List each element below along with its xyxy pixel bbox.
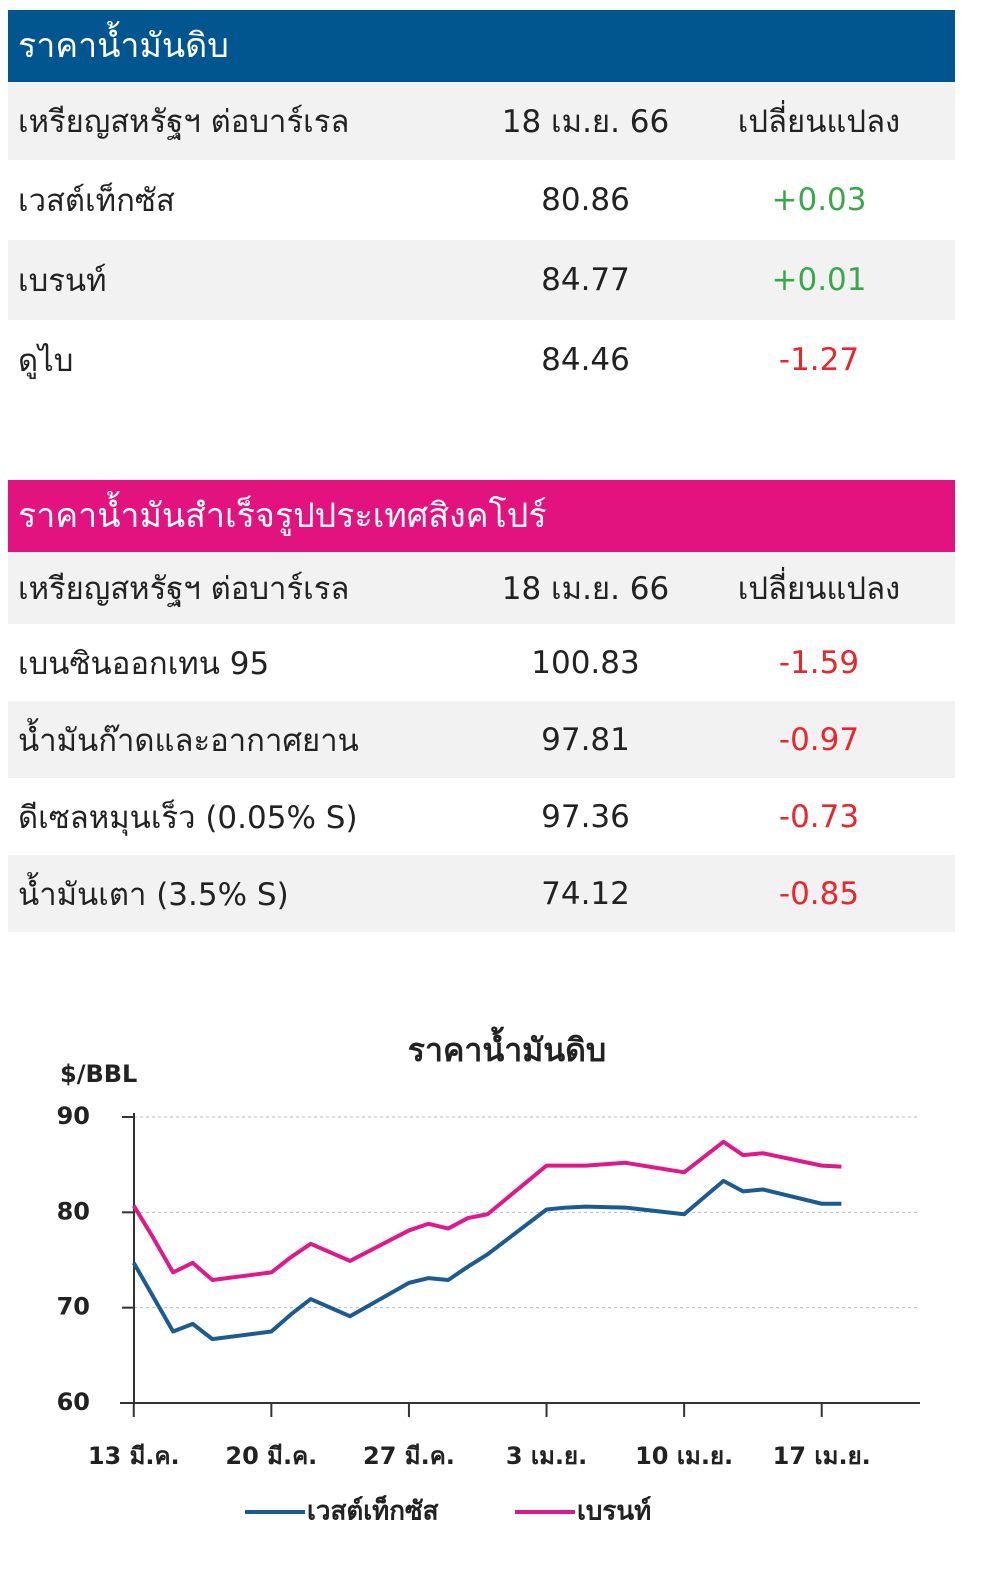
x-tick-label: 20 มี.ค. [225,1442,317,1470]
table-cell: -0.85 [778,875,860,912]
series-line [132,1139,842,1283]
table-cell: น้ำมันก๊าดและอากาศยาน [18,722,359,759]
table-cell: น้ำมันเตา (3.5% S) [18,876,289,913]
header-row: เหรียญสหรัฐฯ ต่อบาร์เรล 18 เม.ย. 66 เปลี่ย… [8,82,955,160]
table-row: เวสต์เท็กซัส 80.86 +0.03 [8,160,955,240]
column-header: 18 เม.ย. 66 [501,104,670,140]
table-row: เบรนท์ 84.77 +0.01 [8,240,955,320]
x-tick-label: 27 มี.ค. [363,1442,455,1470]
y-tick-label: 90 [57,1102,90,1130]
table-cell: 84.77 [541,262,630,298]
x-tick-label: 10 เม.ย. [635,1442,733,1470]
legend-label: เบรนท์ [577,1496,651,1527]
table-cell: -1.59 [778,644,860,681]
table-row: น้ำมันก๊าดและอากาศยาน 97.81 -0.97 [8,701,955,778]
table-row: เบนซินออกเทน 95 100.83 -1.59 [8,624,955,701]
table-cell: เบนซินออกเทน 95 [18,645,270,682]
y-axis-label: $/BBL [60,1060,137,1088]
y-tick-label: 70 [57,1293,90,1321]
column-header: 18 เม.ย. 66 [501,571,670,607]
chart: ราคาน้ำมันดิบ $/BBL 60 70 80 90 13 มี.ค. 20 ม… [57,1026,920,1527]
column-header: เหรียญสหรัฐฯ ต่อบาร์เรล [18,104,350,140]
table-cell: -0.97 [778,721,860,758]
table-cell: 74.12 [541,875,630,912]
table-row: น้ำมันเตา (3.5% S) 74.12 -0.85 [8,855,955,932]
crude-table: ราคาน้ำมันดิบ เหรียญสหรัฐฯ ต่อบาร์เรล 18 … [8,10,955,400]
table-title: ราคาน้ำมันดิบ [8,10,955,82]
legend-label: เวสต์เท็กซัส [307,1495,439,1527]
table-title: ราคาน้ำมันสำเร็จรูปประเทศสิงคโปร์ [8,480,955,552]
table-cell: 97.36 [541,798,630,835]
table-cell: 84.46 [541,342,630,378]
table-cell: 100.83 [531,644,640,681]
column-header: เปลี่ยนแปลง [737,571,901,607]
chart-title: ราคาน้ำมันดิบ [408,1026,606,1069]
table-cell: 97.81 [541,721,630,758]
y-tick-label: 80 [57,1197,90,1225]
y-tick-label: 60 [57,1388,90,1416]
header-row: เหรียญสหรัฐฯ ต่อบาร์เรล 18 เม.ย. 66 เปลี่ย… [8,552,955,624]
column-header: เหรียญสหรัฐฯ ต่อบาร์เรล [18,571,350,607]
table-cell: 80.86 [541,182,630,218]
x-tick-label: 13 มี.ค. [88,1442,180,1470]
x-tick-label: 3 เม.ย. [506,1442,587,1470]
table-cell: +0.03 [771,182,867,218]
table-row: ดีเซลหมุนเร็ว (0.05% S) 97.36 -0.73 [8,778,955,855]
table-cell: ดูไบ [18,343,74,379]
series-line [132,1178,842,1342]
table-cell: +0.01 [771,262,867,298]
table-cell: เวสต์เท็กซัส [18,183,175,219]
column-header: เปลี่ยนแปลง [737,104,901,140]
table-cell: เบรนท์ [18,263,107,299]
table-row: ดูไบ 84.46 -1.27 [8,320,955,400]
product-table: ราคาน้ำมันสำเร็จรูปประเทศสิงคโปร์ เหรียญ… [8,480,955,932]
x-tick-label: 17 เม.ย. [773,1442,871,1470]
table-cell: -1.27 [778,342,860,378]
table-cell: ดีเซลหมุนเร็ว (0.05% S) [18,799,358,836]
table-cell: -0.73 [778,798,860,835]
